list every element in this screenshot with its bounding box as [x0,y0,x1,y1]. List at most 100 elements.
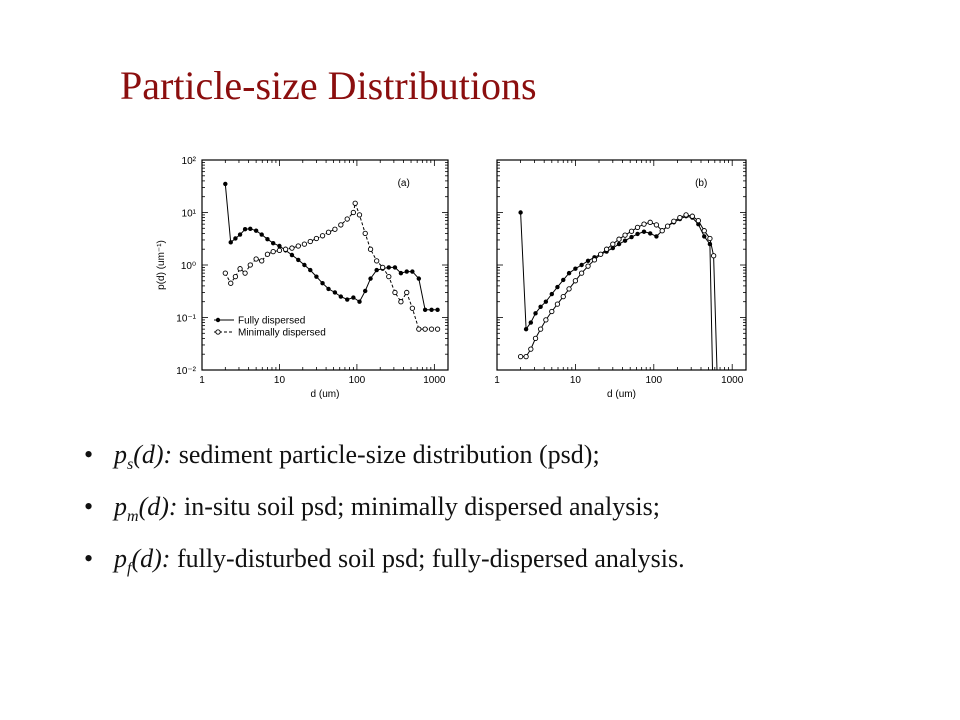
bullet-symbol: pf(d): [114,544,171,578]
y-tick-label: 10⁻² [176,366,196,377]
data-point [532,335,539,342]
data-point [653,222,660,228]
data-point [585,263,591,269]
data-point [549,291,554,297]
data-point [259,258,265,264]
data-point [314,274,319,279]
data-point [289,245,295,251]
data-point [242,270,248,276]
y-tick-label: 10⁻¹ [176,314,196,325]
bullet-item-pf: • pf(d): fully-disturbed soil psd; fully… [82,542,842,586]
data-point [295,243,301,249]
data-point [683,212,689,218]
data-point [537,326,544,332]
data-point [308,267,313,273]
data-point [398,299,404,305]
y-axis-label: p(d) (um⁻¹) [156,240,167,290]
data-point [598,251,604,257]
data-point [332,290,338,295]
data-point [434,326,441,332]
data-point [578,270,585,276]
data-point [367,246,374,252]
data-point [622,238,628,243]
data-point [677,214,683,221]
y-tick-label: 10¹ [182,209,197,220]
data-point [416,276,422,281]
series-line [520,212,713,371]
data-point [707,235,713,242]
data-point [664,223,671,229]
x-tick-label: 10 [570,375,582,386]
data-point [416,326,422,332]
data-point [518,210,523,215]
panel-label: (b) [695,178,707,189]
data-point [429,307,434,313]
data-point [264,251,271,257]
y-tick-label: 10² [182,156,197,167]
data-point [701,228,707,234]
data-point [702,234,707,239]
bullet-text: fully-disturbed soil psd; fully-disperse… [170,544,685,574]
data-point [622,232,628,238]
data-point [242,227,248,232]
data-point [302,262,307,268]
data-point [610,245,616,251]
data-point [351,295,356,300]
data-point [282,246,289,252]
x-axis-label: d (um) [607,389,636,400]
data-point [572,278,579,284]
data-point [386,265,391,270]
data-point [654,234,659,239]
x-axis-label: d (um) [311,389,340,400]
data-point [695,217,701,224]
data-point [223,181,228,187]
data-point [237,232,243,237]
plot-frame [201,159,449,371]
data-point [356,212,363,218]
x-tick-label: 1000 [423,375,446,386]
data-point [428,326,435,332]
data-point [659,228,665,234]
data-point [647,219,653,225]
data-point [253,256,259,262]
data-point [517,353,524,360]
data-point [307,238,313,245]
data-point [319,233,326,239]
bullet-text: in-situ soil psd; minimally dispersed an… [177,492,660,522]
data-point [253,228,259,233]
data-point [616,236,622,242]
data-point [352,200,358,206]
data-point [573,266,578,271]
data-point [523,353,529,360]
bullet-dot: • [84,492,94,522]
legend-marker [215,329,221,335]
series-line [224,201,438,330]
data-point [320,281,325,286]
data-point [296,257,301,263]
data-point [560,293,566,300]
data-point [338,222,344,228]
data-point [374,258,380,264]
data-point [554,301,561,307]
bullet-dot: • [84,440,94,469]
data-point [350,209,357,216]
data-point [345,297,350,302]
data-point [641,229,647,234]
data-point [344,216,350,222]
bullet-symbol: ps(d): [114,440,173,474]
panel-label: (a) [398,178,410,189]
data-point [648,231,653,236]
x-tick-label: 100 [349,375,366,386]
legend-marker [215,317,221,323]
data-point [270,248,276,255]
data-point [710,253,717,259]
data-point [561,277,566,283]
data-point [533,311,538,316]
bullet-list: • ps(d): sediment particle-size distribu… [82,438,842,595]
data-point [374,267,379,273]
x-tick-label: 10 [274,375,286,386]
data-point [277,243,282,249]
data-point [248,226,253,231]
data-point [332,226,338,232]
